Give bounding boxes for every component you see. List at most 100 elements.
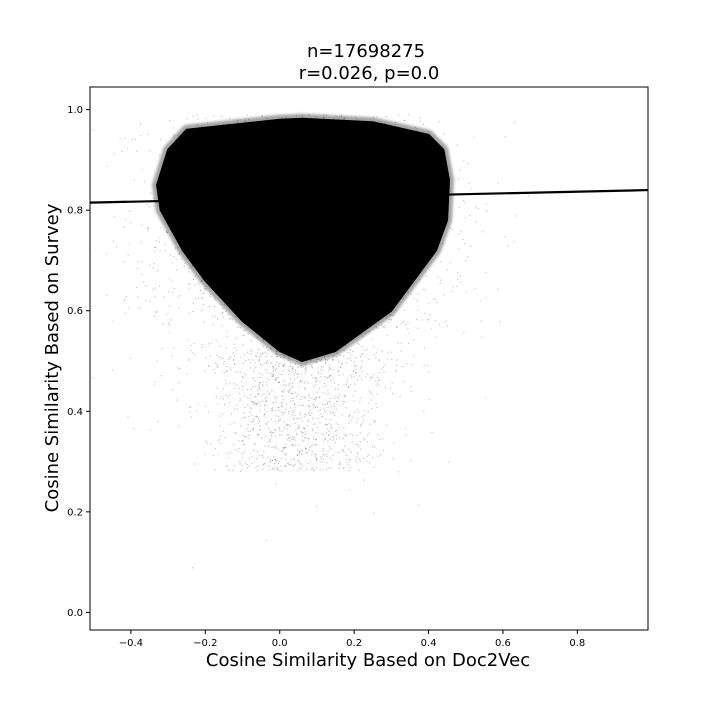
- scatter-point: [306, 452, 308, 454]
- scatter-point: [136, 286, 138, 289]
- scatter-point: [106, 294, 108, 297]
- scatter-point: [216, 318, 219, 320]
- scatter-point: [307, 405, 309, 407]
- scatter-point: [168, 331, 171, 334]
- scatter-point: [239, 398, 242, 400]
- scatter-point: [325, 418, 328, 420]
- scatter-point: [129, 357, 131, 359]
- scatter-point: [214, 372, 216, 374]
- scatter-point: [289, 388, 291, 390]
- scatter-point: [242, 443, 244, 446]
- scatter-point: [322, 447, 324, 450]
- scatter-point: [379, 438, 381, 441]
- y-axis-label: Cosine Similarity Based on Survey: [42, 203, 63, 512]
- scatter-point: [253, 370, 255, 372]
- scatter-point: [299, 451, 301, 453]
- scatter-point: [228, 117, 231, 119]
- scatter-point: [285, 446, 287, 448]
- scatter-point: [171, 280, 173, 282]
- scatter-point: [149, 300, 151, 302]
- scatter-point: [327, 369, 330, 372]
- scatter-point: [226, 365, 228, 368]
- scatter-point: [395, 371, 397, 373]
- scatter-point: [281, 413, 284, 416]
- scatter-point: [243, 416, 245, 419]
- scatter-point: [251, 462, 253, 464]
- scatter-point: [153, 384, 156, 387]
- scatter-point: [267, 456, 269, 458]
- scatter-point: [317, 410, 320, 412]
- scatter-point: [312, 439, 315, 441]
- scatter-point: [359, 367, 361, 369]
- scatter-point: [297, 393, 299, 395]
- scatter-point: [326, 403, 329, 405]
- scatter-point: [222, 307, 224, 310]
- scatter-point: [249, 367, 251, 369]
- scatter-point: [315, 459, 318, 461]
- scatter-point: [87, 367, 88, 368]
- scatter-point: [130, 222, 132, 224]
- scatter-point: [270, 460, 272, 462]
- scatter-point: [247, 396, 249, 399]
- scatter-point: [342, 467, 344, 469]
- scatter-point: [366, 434, 368, 436]
- scatter-point: [241, 469, 243, 471]
- scatter-point: [342, 437, 344, 440]
- scatter-point: [335, 434, 338, 437]
- scatter-point: [277, 409, 280, 412]
- scatter-point: [294, 369, 297, 372]
- scatter-point: [261, 394, 263, 396]
- scatter-point: [301, 440, 303, 442]
- scatter-point: [371, 408, 373, 410]
- scatter-point: [297, 424, 300, 427]
- scatter-point: [391, 358, 393, 361]
- scatter-point: [267, 353, 269, 355]
- scatter-point: [212, 324, 214, 326]
- scatter-point: [265, 435, 267, 438]
- scatter-point: [137, 307, 139, 310]
- scatter-point: [485, 271, 487, 274]
- scatter-point: [370, 393, 373, 395]
- scatter-point: [329, 375, 331, 377]
- scatter-point: [252, 428, 254, 430]
- scatter-point: [195, 410, 198, 412]
- scatter-point: [281, 373, 284, 376]
- scatter-point: [309, 414, 311, 417]
- scatter-point: [178, 382, 180, 384]
- scatter-point: [315, 443, 317, 446]
- scatter-point: [157, 270, 159, 272]
- scatter-point: [388, 321, 390, 323]
- scatter-point: [176, 269, 178, 271]
- scatter-point: [362, 353, 364, 355]
- scatter-point: [353, 400, 355, 402]
- scatter-point: [376, 116, 378, 118]
- scatter-point: [345, 454, 348, 457]
- scatter-point: [288, 373, 290, 375]
- scatter-point: [312, 407, 314, 409]
- scatter-point: [331, 358, 334, 361]
- scatter-point: [340, 366, 342, 368]
- scatter-point: [141, 274, 143, 276]
- scatter-point: [328, 367, 331, 369]
- scatter-point: [173, 134, 175, 136]
- scatter-point: [396, 359, 398, 361]
- scatter-point: [345, 384, 348, 386]
- scatter-point: [345, 434, 347, 437]
- scatter-point: [308, 405, 311, 407]
- scatter-point: [270, 407, 273, 409]
- scatter-point: [234, 432, 236, 434]
- scatter-point: [297, 373, 299, 376]
- scatter-point: [176, 399, 178, 401]
- scatter-point: [304, 367, 307, 370]
- scatter-point: [270, 433, 273, 436]
- scatter-point: [272, 431, 274, 434]
- scatter-point: [115, 246, 117, 249]
- scatter-point: [294, 378, 296, 381]
- scatter-point: [299, 398, 302, 401]
- scatter-point: [279, 470, 281, 472]
- scatter-point: [443, 294, 445, 296]
- scatter-point: [345, 459, 348, 462]
- scatter-point: [272, 432, 274, 434]
- scatter-point: [280, 434, 283, 436]
- scatter-point: [276, 361, 278, 363]
